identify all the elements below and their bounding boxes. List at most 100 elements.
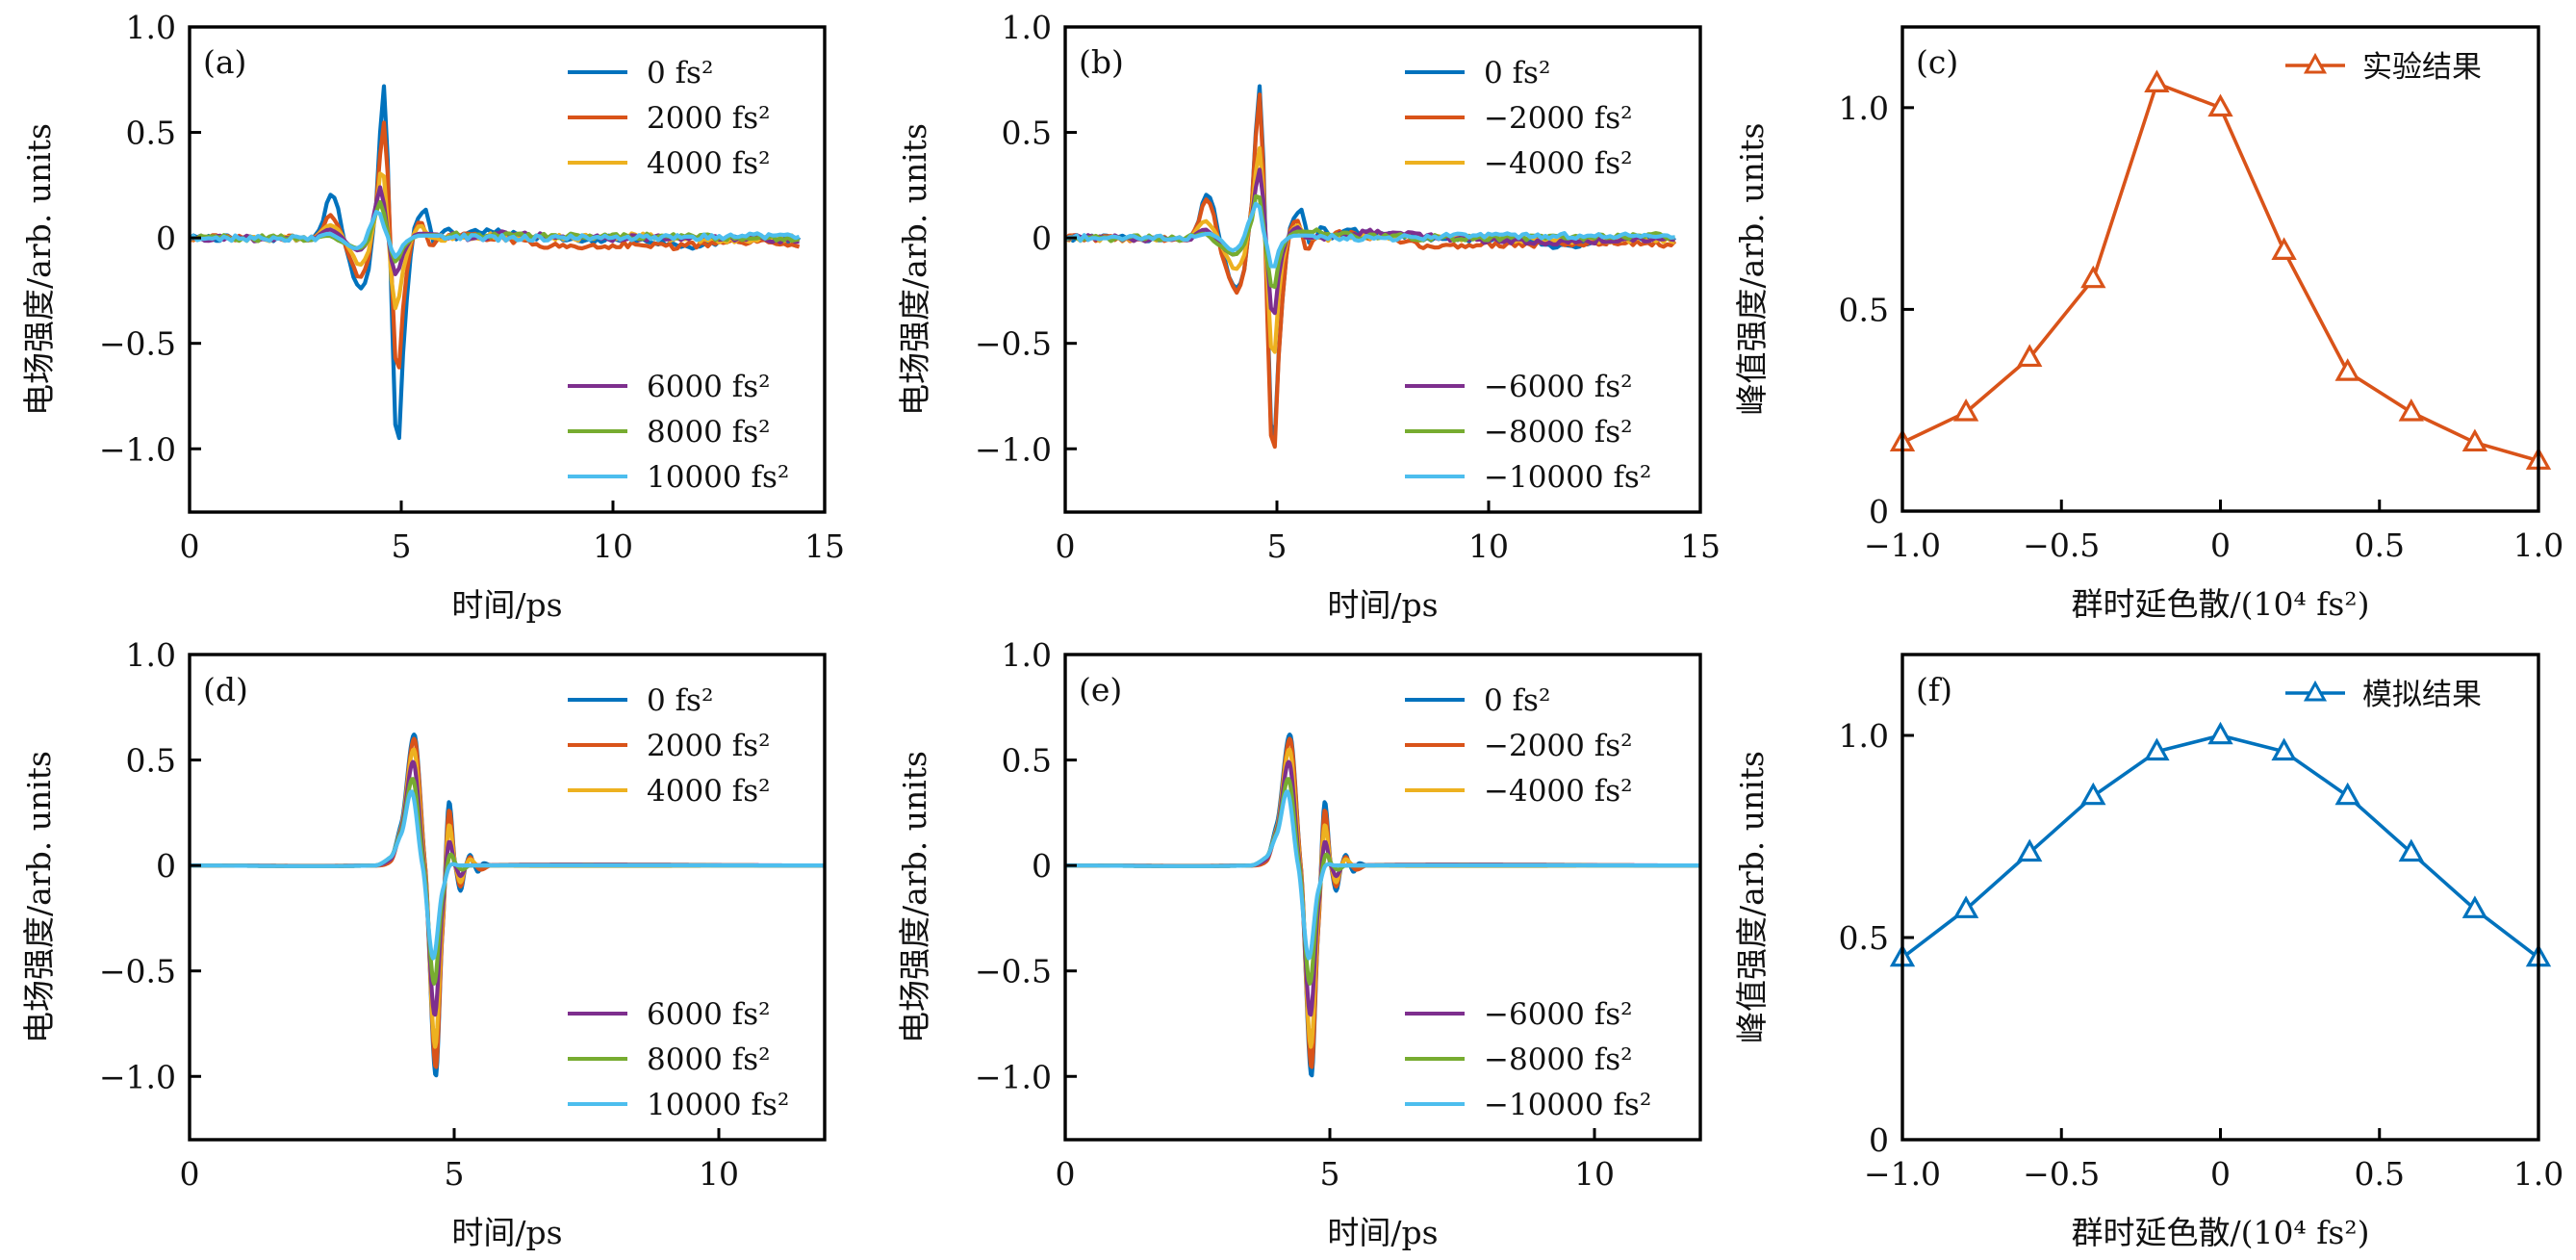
data-point-marker	[1952, 399, 1979, 422]
legend-label: 0 fs²	[647, 683, 713, 718]
legend-label: 模拟结果	[2362, 678, 2482, 712]
x-tick-label: 0	[180, 527, 200, 565]
legend-item: −8000 fs²	[1405, 415, 1633, 450]
x-tick-label: 1.0	[2513, 1155, 2563, 1193]
legend-label: −10000 fs²	[1484, 460, 1651, 495]
panel-tag: (d)	[203, 671, 248, 708]
x-tick-label: 0.5	[2355, 1155, 2405, 1193]
axes-frame	[188, 653, 827, 1142]
legend-label: 2000 fs²	[647, 729, 771, 763]
plot-area	[1902, 733, 2538, 960]
panel-d: 0 5 10 1.0 0.5 0 −0.5 −1.0 时间/ps 电场强度/arb. units (…	[20, 636, 827, 1251]
legend-label: −6000 fs²	[1484, 370, 1633, 404]
legend-item: −6000 fs²	[1405, 997, 1633, 1032]
legend-item: 6000 fs²	[568, 997, 771, 1032]
x-tick-label: 0	[2210, 1155, 2231, 1193]
plot-area	[1902, 81, 2538, 463]
legend-label: −6000 fs²	[1484, 997, 1633, 1032]
legend-label: 实验结果	[2362, 50, 2482, 85]
series-line-5	[1065, 789, 1700, 961]
data-point-marker	[2334, 782, 2360, 806]
x-tick-label: 5	[392, 527, 412, 565]
x-axis-label: 群时延色散/(10⁴ fs²)	[2072, 585, 2370, 623]
x-tick-label: 15	[804, 527, 845, 565]
y-tick-label: 0.5	[1839, 919, 1889, 957]
legend-item: 8000 fs²	[568, 415, 771, 450]
plot-area	[190, 733, 825, 1078]
legend-item: −10000 fs²	[1405, 1088, 1651, 1122]
data-point-marker	[2144, 737, 2170, 761]
data-point-marker	[2398, 399, 2424, 422]
legend-label: −4000 fs²	[1484, 774, 1633, 809]
x-axis-label: 时间/ps	[451, 586, 562, 624]
legend-item: 实验结果	[2285, 50, 2482, 85]
y-tick-label: 1.0	[1839, 717, 1889, 755]
y-axis-label: 峰值强度/arb. units	[1733, 123, 1771, 416]
legend-item: 2000 fs²	[568, 101, 771, 136]
x-tick-label: 0	[1056, 1155, 1076, 1193]
y-tick-label: 1.0	[1002, 9, 1052, 46]
data-point-marker	[2144, 69, 2170, 92]
legend-label: 6000 fs²	[647, 997, 771, 1032]
x-tick-label: 0	[180, 1155, 200, 1193]
axes-frame	[188, 25, 827, 514]
x-tick-label: 0	[2210, 527, 2231, 564]
y-tick-label: −0.5	[975, 953, 1052, 990]
y-tick-label: −0.5	[99, 325, 176, 363]
panel-tag: (e)	[1079, 671, 1122, 708]
axes-frame	[1063, 25, 1702, 514]
y-tick-label: 0.5	[1002, 115, 1052, 152]
series-line-4	[1065, 777, 1700, 986]
legend-item: −6000 fs²	[1405, 370, 1633, 404]
legend-item: 10000 fs²	[568, 1088, 789, 1122]
legend-item: −8000 fs²	[1405, 1042, 1633, 1077]
data-point-marker	[2017, 838, 2043, 862]
y-tick-label: 1.0	[126, 636, 176, 674]
legend-label: −8000 fs²	[1484, 1042, 1633, 1077]
y-axis-label: 电场强度/arb. units	[896, 751, 933, 1043]
series-line-5	[190, 789, 825, 961]
y-tick-label: 0.5	[126, 742, 176, 780]
series-line	[1902, 733, 2538, 960]
legend-item: 8000 fs²	[568, 1042, 771, 1077]
legend-label: 2000 fs²	[647, 101, 771, 136]
x-tick-label: −1.0	[1864, 527, 1941, 564]
y-tick-label: 0	[1032, 847, 1052, 885]
y-tick-label: 1.0	[1002, 636, 1052, 674]
y-tick-label: 1.0	[1839, 90, 1889, 127]
legend-label: 4000 fs²	[647, 146, 771, 181]
data-point-marker	[2334, 358, 2360, 381]
panel-b: 0 5 10 15 1.0 0.5 0 −0.5 −1.0 时间/ps 电场强度/arb. unit…	[896, 9, 1721, 624]
y-tick-label: −1.0	[975, 430, 1052, 468]
legend-label: −10000 fs²	[1484, 1088, 1651, 1122]
data-point-marker	[2271, 737, 2297, 761]
x-tick-label: 0	[1056, 527, 1076, 565]
x-axis-label: 时间/ps	[451, 1214, 562, 1251]
x-axis-label: 时间/ps	[1327, 586, 1438, 624]
data-point-marker	[2461, 895, 2488, 918]
legend-item: −2000 fs²	[1405, 729, 1633, 763]
legend-item: 0 fs²	[1405, 56, 1550, 90]
data-point-marker	[2207, 721, 2233, 745]
legend-label: 6000 fs²	[647, 370, 771, 404]
legend-label: 0 fs²	[1484, 683, 1550, 718]
x-axis-label: 时间/ps	[1327, 1214, 1438, 1251]
x-tick-label: 5	[1267, 527, 1288, 565]
series-line	[1902, 81, 2538, 463]
legend-label: 8000 fs²	[647, 415, 771, 450]
legend-label: 4000 fs²	[647, 774, 771, 809]
legend-item: 4000 fs²	[568, 774, 771, 809]
x-tick-label: 10	[1468, 527, 1509, 565]
panel-tag: (f)	[1916, 671, 1952, 708]
x-tick-label: 0.5	[2355, 527, 2405, 564]
plot-area	[1065, 733, 1700, 1078]
panel-tag: (c)	[1916, 43, 1958, 81]
y-tick-label: −1.0	[99, 430, 176, 468]
data-point-marker	[2398, 838, 2424, 862]
x-tick-label: −0.5	[2023, 1155, 2100, 1193]
legend-label: −2000 fs²	[1484, 101, 1633, 136]
y-tick-label: 0.5	[1002, 742, 1052, 780]
series-line-4	[190, 777, 825, 986]
x-tick-label: 10	[1574, 1155, 1615, 1193]
panel-a: 0 5 10 15 1.0 0.5 0 −0.5 −1.0 时间/ps 电场强度/arb. unit…	[20, 9, 845, 624]
